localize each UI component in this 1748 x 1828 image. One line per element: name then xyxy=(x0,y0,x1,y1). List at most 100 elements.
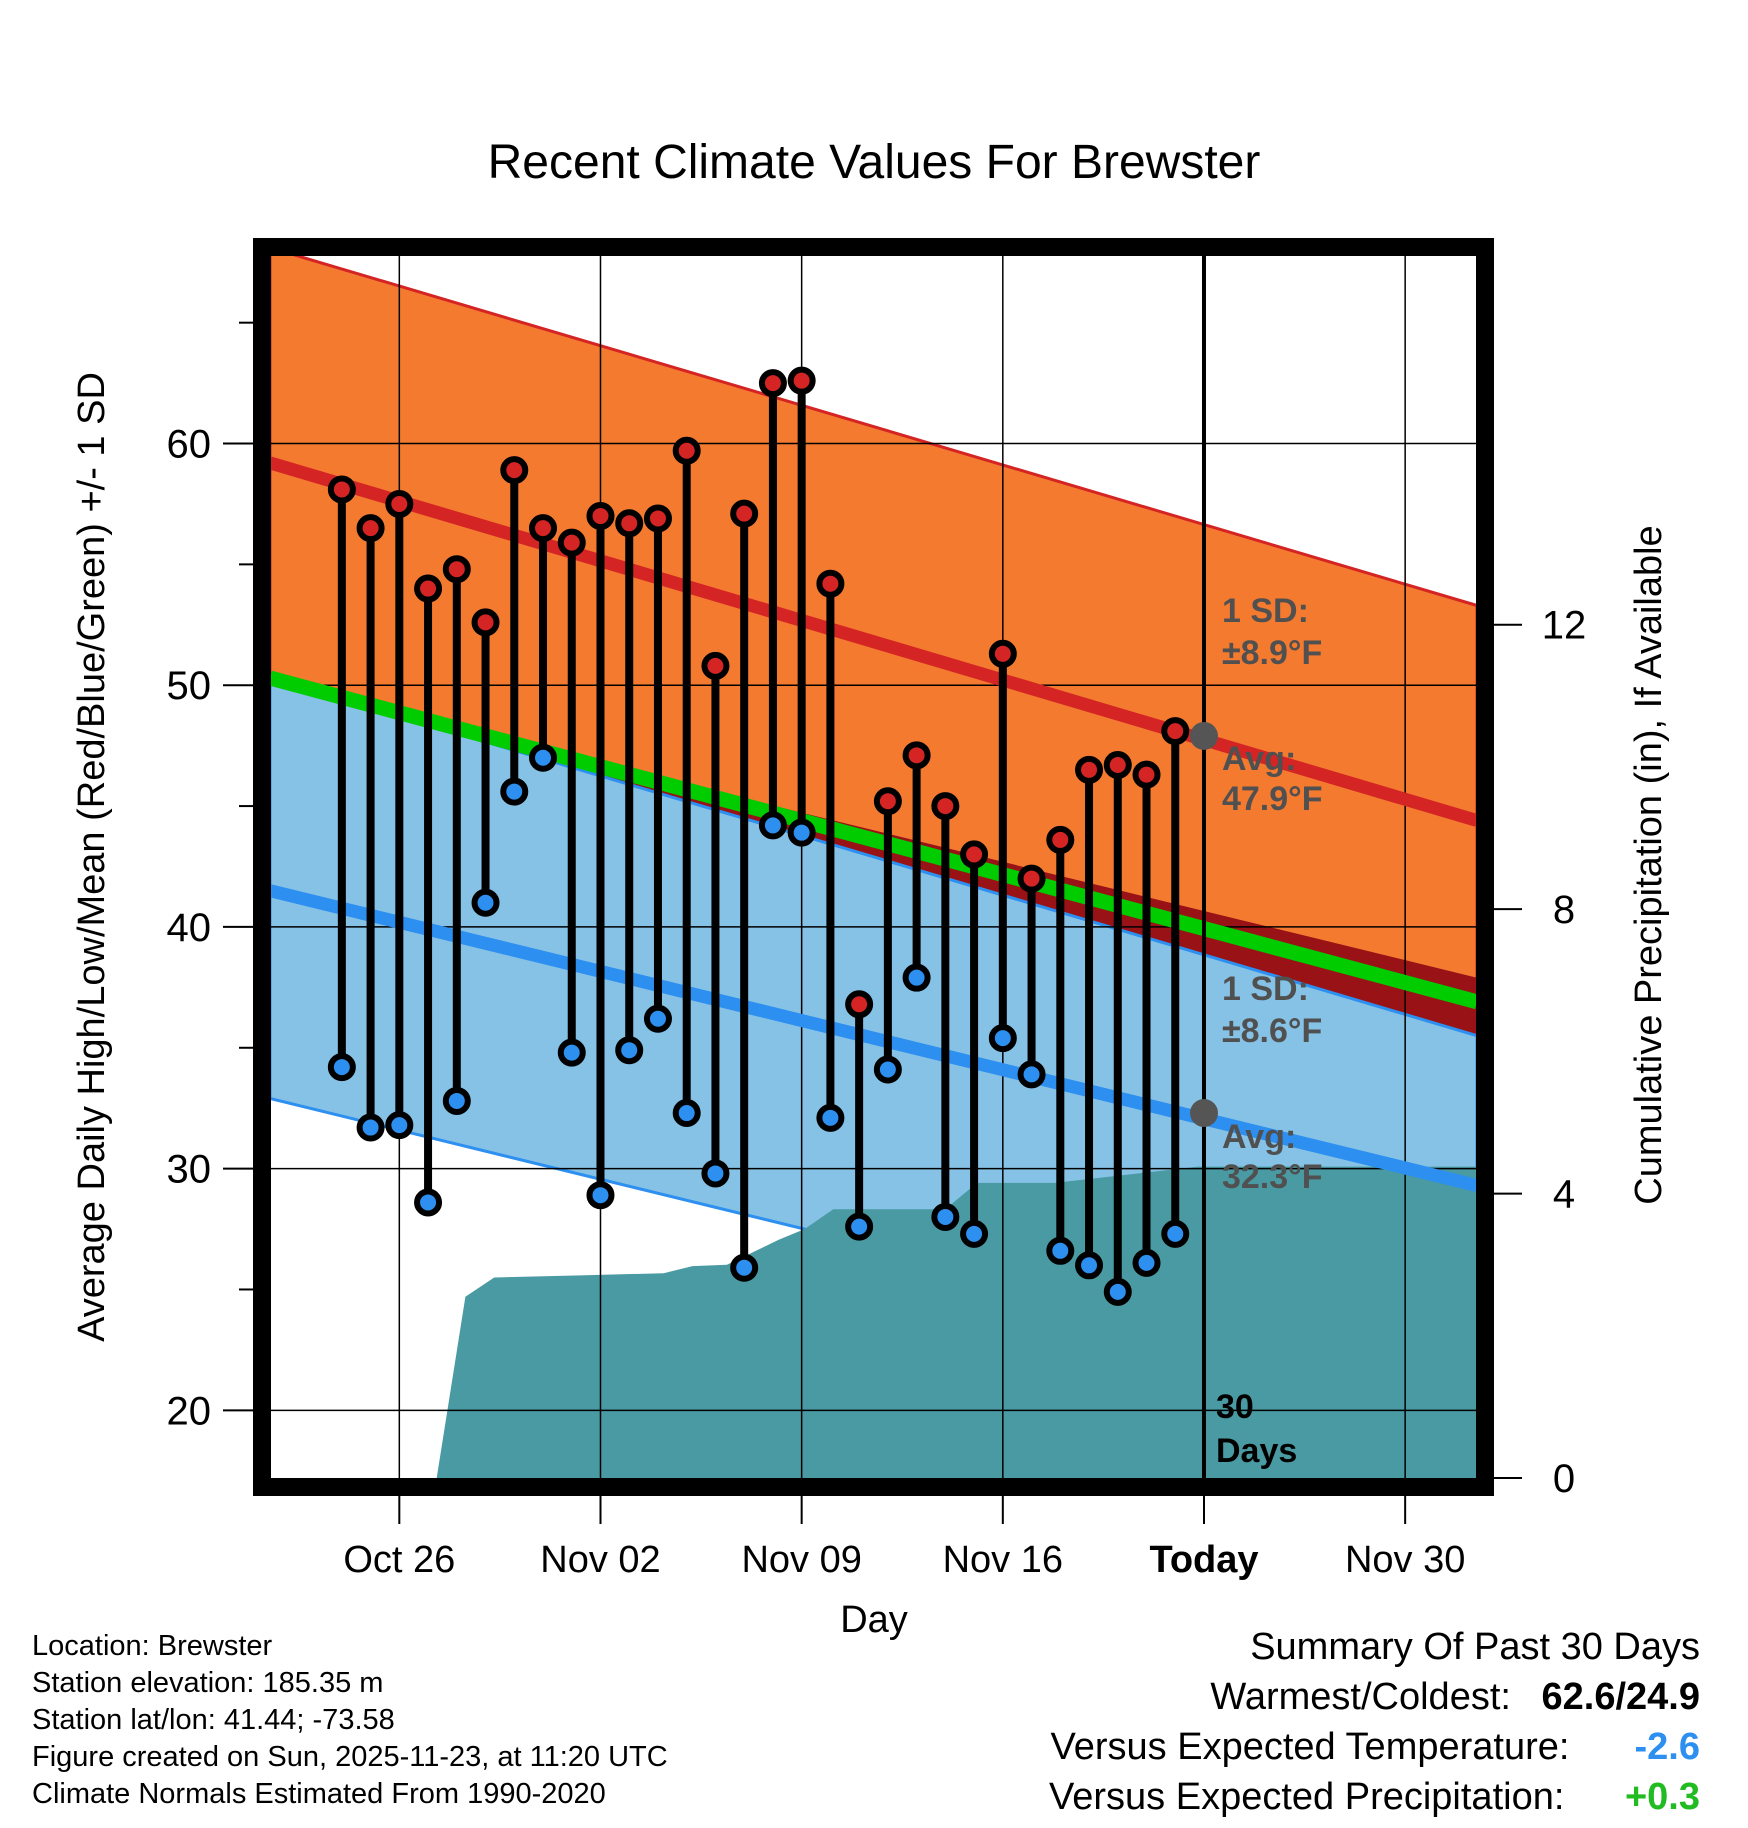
obs-high-point xyxy=(845,990,874,1019)
location-text: Location: Brewster xyxy=(32,1630,273,1662)
obs-low-point xyxy=(672,1099,701,1128)
y2-tick-label: 12 xyxy=(1542,604,1587,648)
obs-high-point xyxy=(471,608,500,637)
obs-high-point xyxy=(1017,864,1046,893)
today-avg-low-marker xyxy=(1189,1099,1218,1128)
precip-vs-expected-label: Versus Expected Precipitation: xyxy=(1049,1776,1565,1818)
obs-high-point xyxy=(615,509,644,538)
x-tick-label: Nov 02 xyxy=(540,1539,660,1581)
obs-high-point xyxy=(988,639,1017,668)
precip-period-label-2: Days xyxy=(1216,1432,1297,1470)
obs-low-point xyxy=(931,1202,960,1231)
normals-text: Climate Normals Estimated From 1990-2020 xyxy=(32,1778,606,1810)
observations xyxy=(327,366,1218,1306)
obs-high-point xyxy=(816,569,845,598)
warm-cold-value: 62.6/24.9 xyxy=(1541,1676,1700,1718)
obs-low-point xyxy=(787,818,816,847)
y-tick-label: 20 xyxy=(167,1389,212,1433)
y-tick-label: 50 xyxy=(167,664,212,708)
temp-vs-expected-value: -2.6 xyxy=(1634,1726,1700,1768)
precip-period-label: 30 xyxy=(1216,1388,1254,1426)
high-sd-value: ±8.9°F xyxy=(1222,634,1322,672)
obs-high-point xyxy=(586,502,615,531)
obs-low-point xyxy=(902,963,931,992)
obs-high-point xyxy=(356,514,385,543)
plot-frame xyxy=(253,238,1494,1496)
axes: 20 30 40 50 60 0 4 8 12 Oct 26 Nov 02 Nov 09 Nov 16 T… xyxy=(167,321,1587,1581)
obs-high-point xyxy=(500,456,529,485)
x-tick-label: Oct 26 xyxy=(343,1539,455,1581)
obs-low-point xyxy=(385,1111,414,1140)
obs-low-point xyxy=(327,1053,356,1082)
obs-high-point xyxy=(730,499,759,528)
obs-low-point xyxy=(500,777,529,806)
obs-high-point xyxy=(557,528,586,557)
obs-high-point xyxy=(758,369,787,398)
low-avg-value: 32.3°F xyxy=(1222,1158,1323,1196)
y2-tick-label: 0 xyxy=(1553,1457,1575,1501)
normal-high-line xyxy=(268,456,1479,827)
x-tick-label: Nov 30 xyxy=(1345,1539,1465,1581)
station-info: Location: Brewster Station elevation: 18… xyxy=(32,1628,668,1813)
obs-low-point xyxy=(1132,1248,1161,1277)
obs-high-point xyxy=(1046,825,1075,854)
y2-axis-label: Cumulative Precipitation (in), If Availa… xyxy=(1628,525,1670,1204)
x-axis-label: Day xyxy=(840,1599,908,1641)
normal-low-line xyxy=(268,884,1479,1192)
obs-high-point xyxy=(327,475,356,504)
high-sd-label: 1 SD: xyxy=(1222,592,1309,630)
high-avg-label: Avg: xyxy=(1222,740,1296,778)
obs-low-point xyxy=(1017,1060,1046,1089)
obs-high-point xyxy=(1103,750,1132,779)
obs-high-point xyxy=(529,514,558,543)
normal-lines xyxy=(268,255,1479,1478)
obs-high-point xyxy=(385,489,414,518)
latlon-text: Station lat/lon: 41.44; -73.58 xyxy=(32,1704,395,1736)
obs-high-point xyxy=(442,555,471,584)
obs-low-point xyxy=(529,743,558,772)
x-tick-label: Nov 09 xyxy=(741,1539,861,1581)
y-tick-label: 40 xyxy=(167,906,212,950)
obs-high-point xyxy=(787,366,816,395)
obs-low-point xyxy=(442,1086,471,1115)
today-avg-high-marker xyxy=(1189,721,1218,750)
obs-high-point xyxy=(1132,760,1161,789)
obs-low-point xyxy=(356,1113,385,1142)
obs-low-point xyxy=(471,888,500,917)
x-tick-label: Today xyxy=(1149,1539,1258,1581)
obs-low-point xyxy=(1075,1251,1104,1280)
obs-low-point xyxy=(960,1219,989,1248)
summary-panel: Summary Of Past 30 Days Warmest/Coldest:… xyxy=(1049,1622,1700,1822)
obs-low-point xyxy=(1103,1277,1132,1306)
obs-high-point xyxy=(873,787,902,816)
obs-low-point xyxy=(586,1181,615,1210)
obs-low-point xyxy=(1046,1236,1075,1265)
chart-title: Recent Climate Values For Brewster xyxy=(488,136,1261,189)
y2-tick-label: 8 xyxy=(1553,888,1575,932)
obs-high-point xyxy=(931,792,960,821)
obs-high-point xyxy=(960,840,989,869)
high-avg-value: 47.9°F xyxy=(1222,780,1323,818)
precip-vs-expected-value: +0.3 xyxy=(1624,1776,1700,1818)
y2-tick-label: 4 xyxy=(1553,1173,1575,1217)
obs-low-point xyxy=(816,1103,845,1132)
created-text: Figure created on Sun, 2025-11-23, at 11… xyxy=(32,1741,668,1773)
obs-low-point xyxy=(758,811,787,840)
obs-high-point xyxy=(672,436,701,465)
elevation-text: Station elevation: 185.35 m xyxy=(32,1667,384,1699)
summary-title: Summary Of Past 30 Days xyxy=(1250,1626,1700,1668)
y-axis-label: Average Daily High/Low/Mean (Red/Blue/Gr… xyxy=(71,372,113,1342)
obs-low-point xyxy=(615,1036,644,1065)
warm-cold-label: Warmest/Coldest: xyxy=(1210,1676,1511,1718)
obs-low-point xyxy=(873,1055,902,1084)
obs-low-point xyxy=(1161,1219,1190,1248)
obs-high-point xyxy=(414,574,443,603)
obs-low-point xyxy=(701,1159,730,1188)
obs-high-point xyxy=(1161,717,1190,746)
obs-low-point xyxy=(845,1212,874,1241)
y-tick-label: 60 xyxy=(167,423,212,467)
low-avg-label: Avg: xyxy=(1222,1118,1296,1156)
normal-mean-line xyxy=(268,670,1479,1010)
